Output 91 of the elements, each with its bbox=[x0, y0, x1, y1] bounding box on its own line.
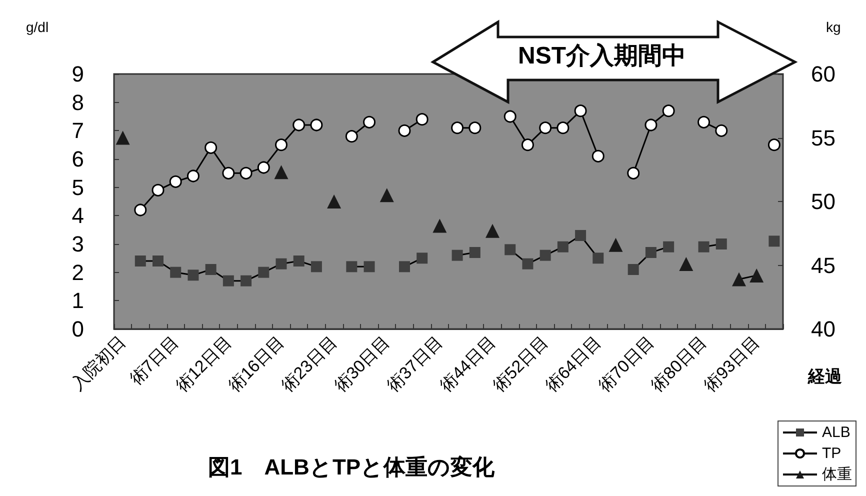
point bbox=[557, 241, 568, 252]
point bbox=[364, 261, 375, 272]
y-tick-label: 9 bbox=[72, 62, 84, 86]
y-axis-title: g/dl bbox=[26, 19, 49, 35]
point bbox=[257, 161, 270, 174]
y-tick-label: 8 bbox=[72, 90, 84, 115]
point bbox=[258, 266, 270, 278]
text: 図1 ALBとTPと体重の変化 bbox=[208, 454, 496, 480]
legend-label: TP bbox=[822, 445, 842, 462]
point bbox=[679, 256, 694, 271]
x-axis-title: 経過 bbox=[807, 367, 842, 386]
point bbox=[204, 141, 218, 154]
y2-axis-title: kg bbox=[826, 19, 841, 35]
point bbox=[452, 250, 463, 261]
point bbox=[574, 104, 587, 118]
point bbox=[768, 236, 780, 247]
y-tick-label: 5 bbox=[72, 174, 84, 200]
point bbox=[628, 264, 639, 275]
point bbox=[416, 252, 428, 264]
point bbox=[222, 166, 235, 180]
point bbox=[663, 241, 674, 252]
point bbox=[152, 256, 164, 266]
point bbox=[205, 264, 216, 275]
point bbox=[627, 166, 640, 180]
y-tick-label: 1 bbox=[72, 288, 84, 314]
point bbox=[732, 272, 746, 286]
point bbox=[539, 122, 552, 134]
point bbox=[275, 138, 288, 152]
point bbox=[608, 238, 623, 252]
point bbox=[345, 130, 358, 143]
y-tick-label: 7 bbox=[72, 118, 84, 144]
point bbox=[188, 270, 199, 281]
point bbox=[346, 261, 358, 272]
point bbox=[504, 110, 516, 123]
point bbox=[432, 218, 447, 233]
point bbox=[715, 124, 728, 137]
y-tick-label: 4 bbox=[72, 203, 84, 228]
point bbox=[310, 261, 322, 272]
point bbox=[116, 130, 130, 145]
point bbox=[222, 275, 234, 286]
point bbox=[398, 261, 410, 272]
point bbox=[240, 166, 252, 180]
point bbox=[274, 165, 288, 180]
point bbox=[380, 188, 394, 202]
point bbox=[662, 104, 675, 118]
point bbox=[592, 150, 604, 162]
point bbox=[276, 258, 287, 270]
point bbox=[556, 122, 570, 134]
legend-label: ALB bbox=[822, 424, 850, 441]
point bbox=[327, 194, 342, 208]
point bbox=[575, 230, 586, 241]
point bbox=[363, 116, 376, 128]
point bbox=[398, 124, 411, 137]
text: NST介入期間中 bbox=[518, 42, 686, 70]
point bbox=[468, 122, 482, 134]
point bbox=[768, 138, 780, 152]
point bbox=[486, 224, 500, 238]
y2-tick-label: 50 bbox=[811, 189, 836, 214]
y-tick-label: 2 bbox=[72, 260, 84, 285]
y-tick-label: 3 bbox=[72, 232, 84, 256]
point bbox=[521, 138, 534, 152]
point bbox=[293, 256, 304, 266]
y2-tick-label: 40 bbox=[811, 316, 836, 342]
y2-tick-label: 60 bbox=[811, 62, 836, 86]
point bbox=[716, 238, 727, 250]
point bbox=[592, 252, 604, 264]
y2-tick-label: 55 bbox=[811, 125, 836, 150]
point bbox=[698, 241, 710, 252]
point bbox=[416, 113, 428, 126]
point bbox=[134, 204, 147, 216]
point bbox=[240, 275, 252, 286]
point bbox=[186, 170, 200, 182]
y2-tick-label: 45 bbox=[811, 252, 836, 278]
point bbox=[522, 258, 534, 270]
y-tick-label: 0 bbox=[72, 316, 84, 342]
point bbox=[504, 244, 516, 256]
point bbox=[170, 266, 182, 278]
point bbox=[750, 268, 764, 282]
point bbox=[698, 116, 710, 128]
point bbox=[469, 247, 480, 258]
point bbox=[451, 122, 464, 134]
point bbox=[152, 184, 164, 196]
point bbox=[645, 247, 656, 258]
point bbox=[292, 118, 306, 132]
legend-label: 体重 bbox=[822, 466, 852, 483]
point bbox=[644, 118, 658, 132]
point bbox=[169, 175, 182, 188]
y-tick-label: 6 bbox=[72, 146, 84, 172]
point bbox=[310, 118, 323, 132]
point bbox=[134, 256, 146, 266]
point bbox=[540, 250, 551, 261]
